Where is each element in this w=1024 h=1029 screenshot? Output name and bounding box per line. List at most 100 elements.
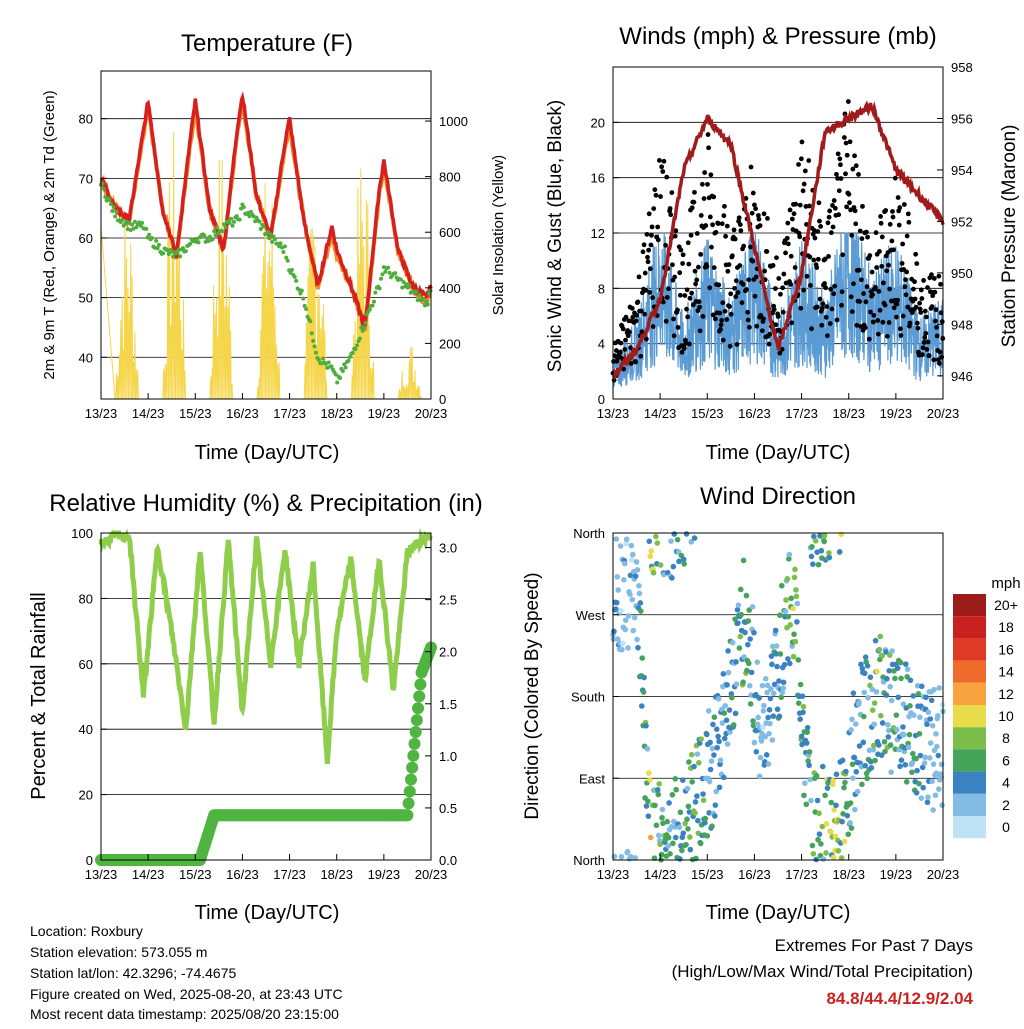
direction-point — [906, 731, 913, 738]
direction-point — [902, 762, 909, 768]
dewpoint-point — [321, 356, 326, 361]
direction-point — [826, 550, 832, 556]
x-tick-label: 17/23 — [273, 867, 306, 882]
gust-point — [617, 349, 623, 355]
direction-point — [856, 743, 863, 749]
gust-point — [845, 99, 851, 104]
direction-point — [889, 648, 895, 654]
gust-point — [827, 208, 833, 214]
direction-point — [785, 613, 792, 620]
gust-point — [809, 326, 814, 332]
gust-point — [688, 232, 694, 238]
gust-point — [636, 274, 642, 280]
temperature-y-label: 2m & 9m T (Red, Orange) & 2m Td (Green) — [41, 90, 58, 379]
direction-point — [836, 549, 843, 555]
gust-point — [864, 284, 870, 290]
x-tick-label: 19/23 — [368, 867, 401, 882]
direction-point — [716, 784, 723, 791]
legend-swatch — [953, 749, 986, 772]
gust-point — [722, 308, 728, 314]
direction-point — [841, 784, 847, 791]
gust-point — [678, 247, 684, 253]
direction-point — [622, 626, 629, 633]
direction-title: Wind Direction — [700, 483, 856, 510]
gust-point — [647, 289, 653, 295]
gust-point — [734, 342, 740, 347]
gust-point — [680, 261, 685, 266]
gust-point — [691, 199, 697, 205]
direction-point — [627, 572, 634, 579]
gust-point — [879, 234, 885, 240]
gust-point — [910, 286, 916, 292]
direction-point — [702, 815, 709, 822]
speed-legend: 20+ 18 16 14 12 10 8 6 4 2 0 — [953, 594, 1018, 839]
y-tick-label: 800 — [439, 170, 461, 185]
gust-point — [638, 353, 644, 359]
direction-point — [867, 674, 874, 680]
direction-plot-area — [610, 531, 946, 863]
dewpoint-point — [354, 343, 359, 348]
gust-point — [799, 139, 805, 145]
gust-point — [729, 253, 735, 259]
dewpoint-point — [196, 240, 201, 245]
gust-point — [743, 196, 749, 201]
direction-point — [629, 557, 635, 563]
direction-point — [719, 720, 726, 726]
y-tick-label: 40 — [79, 722, 93, 737]
gust-point — [891, 305, 897, 311]
gust-point — [854, 322, 860, 328]
gust-point — [826, 253, 831, 259]
gust-point — [671, 316, 676, 322]
dewpoint-point — [371, 299, 376, 304]
gust-point — [846, 191, 852, 197]
gust-point — [913, 304, 919, 310]
gust-point — [935, 357, 941, 363]
gust-point — [753, 206, 758, 212]
direction-point — [808, 553, 815, 560]
dewpoint-point — [149, 236, 154, 241]
gust-point — [840, 252, 846, 258]
legend-label: 0 — [1002, 819, 1010, 835]
direction-point — [766, 730, 772, 737]
gust-point — [779, 346, 785, 352]
direction-point — [653, 822, 660, 829]
direction-point — [839, 818, 845, 825]
dewpoint-point — [258, 226, 263, 231]
gust-point — [937, 349, 943, 355]
direction-point — [773, 643, 780, 649]
gust-point — [707, 285, 713, 291]
dewpoint-point — [360, 328, 365, 333]
direction-point — [780, 685, 786, 692]
direction-point — [765, 761, 772, 767]
recent-timestamp: Most recent data timestamp: 2025/08/20 2… — [30, 1006, 339, 1022]
direction-point — [685, 826, 691, 832]
gust-point — [634, 312, 640, 318]
direction-point — [757, 754, 764, 761]
gust-point — [839, 289, 845, 295]
gust-point — [879, 263, 885, 269]
gust-point — [710, 312, 716, 318]
direction-point — [761, 702, 767, 709]
gust-point — [825, 333, 830, 339]
gust-point — [849, 232, 855, 238]
direction-point — [871, 700, 878, 706]
direction-point — [816, 810, 822, 817]
x-tick-label: 16/23 — [226, 867, 259, 882]
direction-point — [898, 675, 904, 682]
direction-point — [671, 531, 678, 537]
gust-point — [797, 202, 803, 208]
gust-point — [800, 188, 806, 194]
dewpoint-point — [222, 222, 227, 227]
direction-point — [687, 834, 693, 840]
direction-point — [726, 707, 733, 713]
y-tick-label: 1.0 — [439, 749, 457, 764]
y-tick-label: 1000 — [439, 114, 468, 129]
direction-point — [665, 843, 671, 849]
gust-point — [841, 135, 847, 140]
gust-point — [660, 299, 666, 305]
x-tick-label: 17/23 — [785, 867, 818, 882]
gust-point — [836, 212, 842, 218]
direction-point — [881, 738, 888, 745]
direction-point — [780, 679, 787, 686]
y-tick-label: 200 — [439, 336, 461, 351]
